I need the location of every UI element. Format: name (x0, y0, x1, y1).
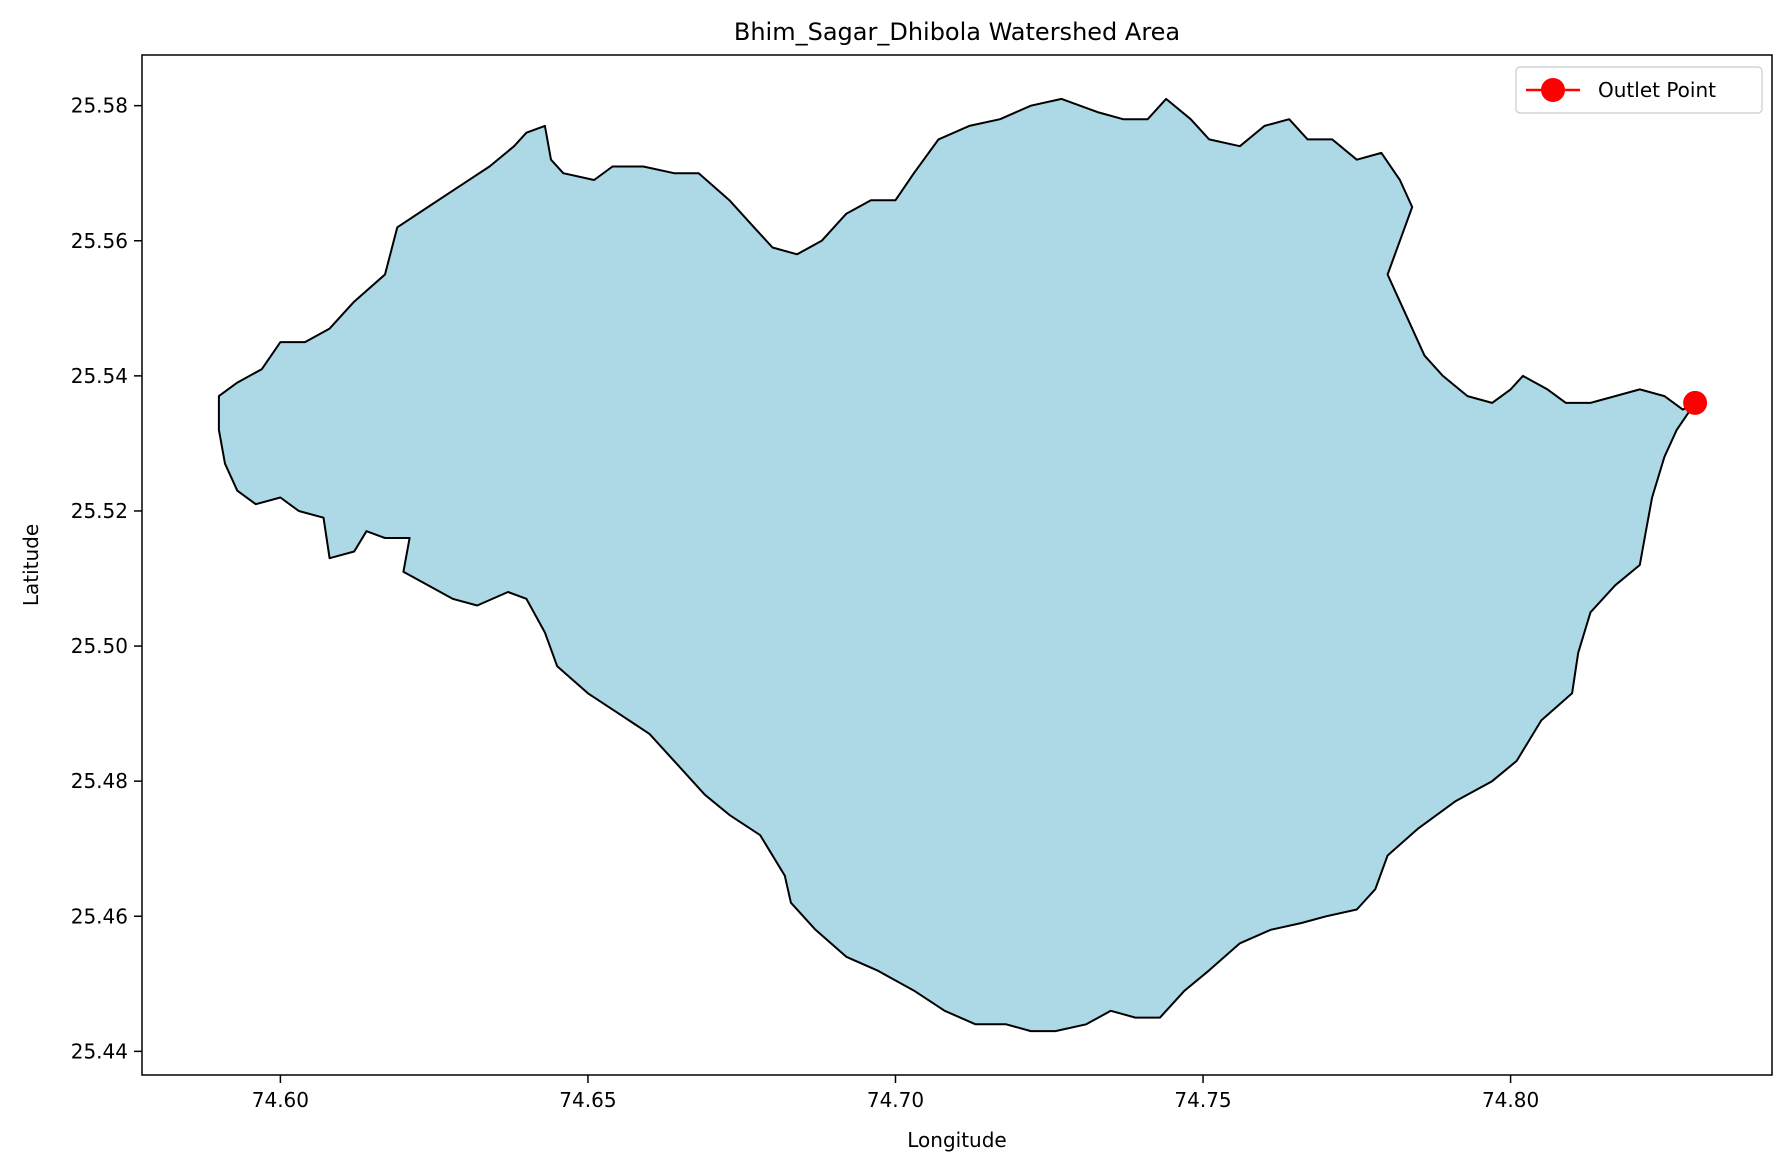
legend-outlet-marker (1541, 78, 1565, 102)
x-tick-label: 74.65 (559, 1088, 616, 1112)
legend-outlet-label: Outlet Point (1598, 78, 1716, 102)
x-axis-label: Longitude (907, 1128, 1006, 1152)
x-tick-label: 74.80 (1482, 1088, 1539, 1112)
watershed-polygon (217, 97, 1697, 1033)
y-tick-label: 25.44 (71, 1039, 128, 1063)
chart-title: Bhim_Sagar_Dhibola Watershed Area (734, 18, 1180, 46)
y-tick-label: 25.46 (71, 904, 128, 928)
x-tick-label: 74.60 (252, 1088, 309, 1112)
outlet-point-marker (1683, 390, 1708, 415)
plot-area (217, 97, 1708, 1033)
legend-box (1515, 66, 1763, 114)
y-tick-label: 25.58 (71, 94, 128, 118)
y-axis-ticks: 25.44 25.46 25.48 25.50 25.52 25.54 25.56 25.58 (71, 94, 142, 1063)
outlet-points-layer (1683, 390, 1708, 415)
x-axis-ticks: 74.60 74.65 74.70 74.75 74.80 (252, 1075, 1539, 1112)
y-tick-label: 25.48 (71, 769, 128, 793)
y-axis-label: Latitude (19, 524, 43, 606)
y-tick-label: 25.50 (71, 634, 128, 658)
y-tick-label: 25.52 (71, 499, 128, 523)
legend: Outlet Point (1515, 66, 1763, 114)
axes-frame (141, 54, 1773, 1076)
y-tick-label: 25.54 (71, 364, 128, 388)
y-tick-label: 25.56 (71, 229, 128, 253)
x-tick-label: 74.75 (1174, 1088, 1231, 1112)
x-tick-label: 74.70 (867, 1088, 924, 1112)
